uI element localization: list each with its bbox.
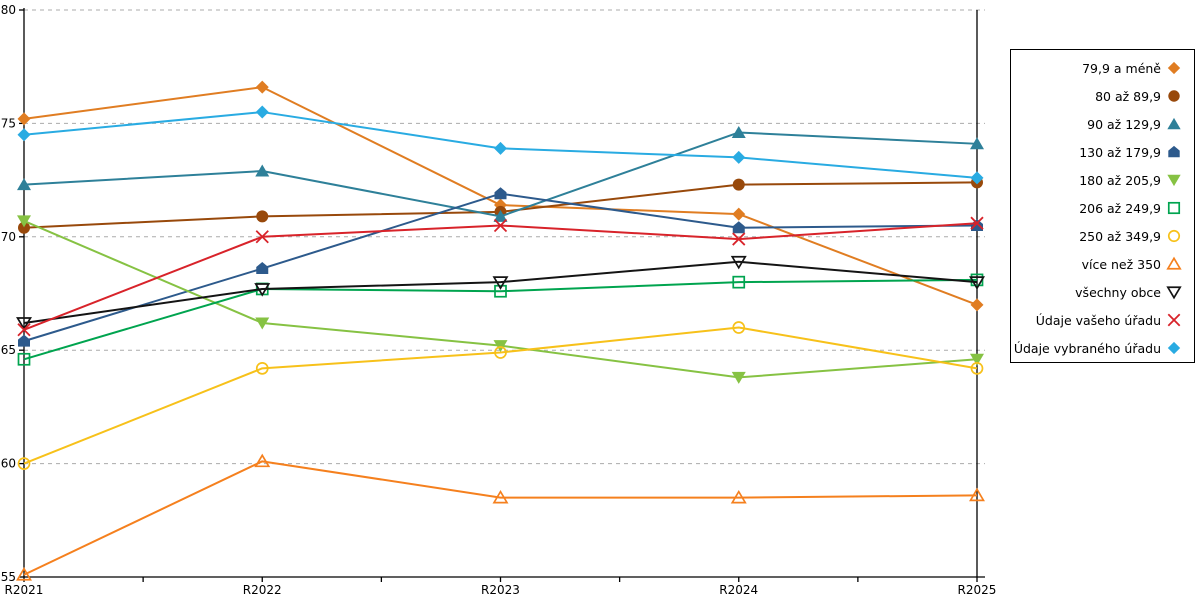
legend-label: 250 až 349,9 [1079,228,1161,244]
series-daje-va-eho-adu [17,216,984,337]
x-tick-label: R2025 [958,583,997,597]
legend-item-180-a-205-9[interactable]: 180 až 205,9 [1017,166,1184,194]
series-daje-vybran-ho-adu [17,105,984,185]
series-v-ce-ne-350 [16,453,985,581]
series-90-a-129-9 [17,125,984,222]
series-250-a-349-9 [17,321,984,470]
legend-item-80-a-89-9[interactable]: 80 až 89,9 [1017,82,1184,110]
square-open-icon [1167,201,1181,215]
legend-label: Údaje vašeho úřadu [1035,312,1161,328]
legend-item-130-a-179-9[interactable]: 130 až 179,9 [1017,138,1184,166]
legend-label: všechny obce [1075,284,1161,300]
legend-item-daje-vybran-ho-adu[interactable]: Údaje vybraného úřadu [1013,334,1184,362]
gridlines [24,9,985,465]
x-cross-icon [1167,313,1181,327]
triangle-up-open-icon [1166,256,1182,270]
legend-item-79-9-a-m-n[interactable]: 79,9 a méně [1017,54,1184,82]
x-tick-label: R2023 [481,583,520,597]
diamond-filled-icon [1167,341,1181,355]
legend-label: 180 až 205,9 [1079,172,1161,188]
series-130-a-179-9 [18,187,983,347]
circle-filled-icon [1168,90,1180,102]
y-tick-label: 80 [1,3,16,17]
x-tick-label: R2024 [719,583,758,597]
y-tick-label: 75 [1,116,16,130]
legend-label: 206 až 249,9 [1079,200,1161,216]
x-tick-label: R2021 [5,583,44,597]
legend-item-daje-va-eho-adu[interactable]: Údaje vašeho úřadu [1017,306,1184,334]
series-180-a-205-9 [17,215,984,384]
legend-item-v-ce-ne-350[interactable]: více než 350 [1017,250,1184,278]
y-tick-label: 70 [1,230,16,244]
diamond-filled-icon [1167,61,1181,75]
y-tick-label: 60 [1,457,16,471]
triangle-down-open-icon [1166,286,1182,300]
x-tick-label: R2022 [243,583,282,597]
axes [19,8,985,582]
pentagon-filled-icon [1168,145,1180,158]
legend-label: Údaje vybraného úřadu [1013,340,1161,356]
legend-item-v-echny-obce[interactable]: všechny obce [1017,278,1184,306]
legend-label: 79,9 a méně [1082,60,1161,76]
circle-open-icon [1167,229,1181,243]
legend-item-206-a-249-9[interactable]: 206 až 249,9 [1017,194,1184,222]
y-tick-label: 55 [1,570,16,584]
legend-item-250-a-349-9[interactable]: 250 až 349,9 [1017,222,1184,250]
legend-label: více než 350 [1081,256,1161,272]
triangle-up-filled-icon [1167,117,1181,130]
legend-label: 130 až 179,9 [1079,144,1161,160]
legend-label: 90 až 129,9 [1087,116,1161,132]
legend-label: 80 až 89,9 [1095,88,1161,104]
legend: 79,9 a méně 80 až 89,9 90 až 129,9 130 až 1… [1010,49,1195,363]
legend-item-90-a-129-9[interactable]: 90 až 129,9 [1017,110,1184,138]
triangle-down-filled-icon [1167,174,1181,187]
series-v-echny-obce [16,255,985,331]
axis-labels: 55 60 65 70 75 80 R2021 R2022 R2023 R2024 R2025 [1,3,997,597]
y-tick-label: 65 [1,343,16,357]
